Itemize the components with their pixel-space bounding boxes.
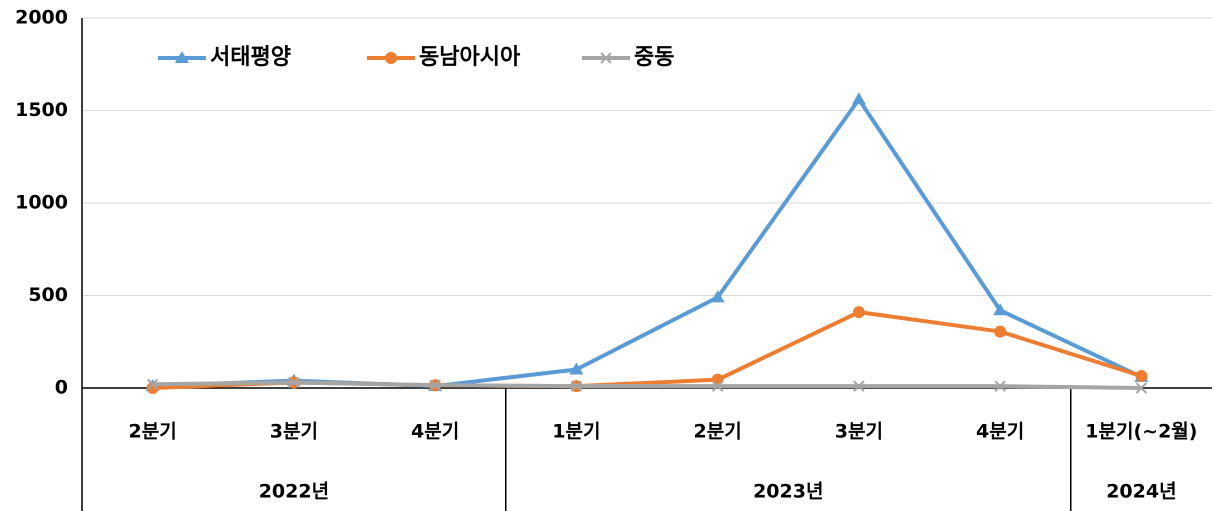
- legend-label: 동남아시아: [419, 45, 521, 70]
- series-line: [152, 380, 1142, 390]
- x-tick-label: 4분기: [976, 421, 1024, 443]
- x-tick-label: 4분기: [411, 421, 459, 443]
- marker: [1135, 369, 1148, 382]
- marker: [711, 380, 724, 392]
- x-tick-label: 1분기: [552, 421, 600, 443]
- y-tick-label: 500: [28, 284, 68, 306]
- x-tick-label: 2분기: [129, 421, 177, 443]
- marker: [853, 380, 865, 392]
- x-group-label: 2023년: [753, 481, 823, 503]
- x-tick-label: 3분기: [270, 421, 318, 443]
- y-tick-label: 0: [55, 377, 68, 399]
- marker: [852, 306, 865, 319]
- marker: [570, 380, 583, 392]
- marker: [569, 362, 584, 375]
- legend-label: 서태평양: [210, 45, 291, 70]
- x-tick-label: 2분기: [694, 421, 742, 443]
- marker: [851, 92, 866, 105]
- marker: [1135, 382, 1148, 394]
- marker: [288, 376, 300, 389]
- marker: [710, 290, 725, 303]
- series-line: [152, 97, 1143, 389]
- series-line: [152, 310, 1142, 390]
- y-tick-label: 1500: [15, 99, 68, 121]
- marker: [600, 52, 612, 64]
- legend-label: 중동: [634, 45, 674, 70]
- marker: [994, 380, 1006, 392]
- marker: [993, 303, 1008, 316]
- y-tick-label: 1000: [15, 192, 68, 214]
- x-tick-label: 3분기: [835, 421, 883, 443]
- marker: [385, 52, 397, 64]
- x-group-label: 2022년: [259, 481, 329, 503]
- marker: [711, 373, 724, 386]
- marker: [175, 51, 189, 63]
- marker: [429, 379, 441, 391]
- x-tick-label: 1분기(~2월): [1085, 421, 1197, 443]
- y-tick-label: 2000: [15, 7, 68, 29]
- marker: [994, 325, 1007, 338]
- marker: [146, 378, 159, 391]
- x-group-label: 2024년: [1106, 481, 1176, 503]
- legend: 서태평양 동남아시아 중동: [158, 45, 674, 70]
